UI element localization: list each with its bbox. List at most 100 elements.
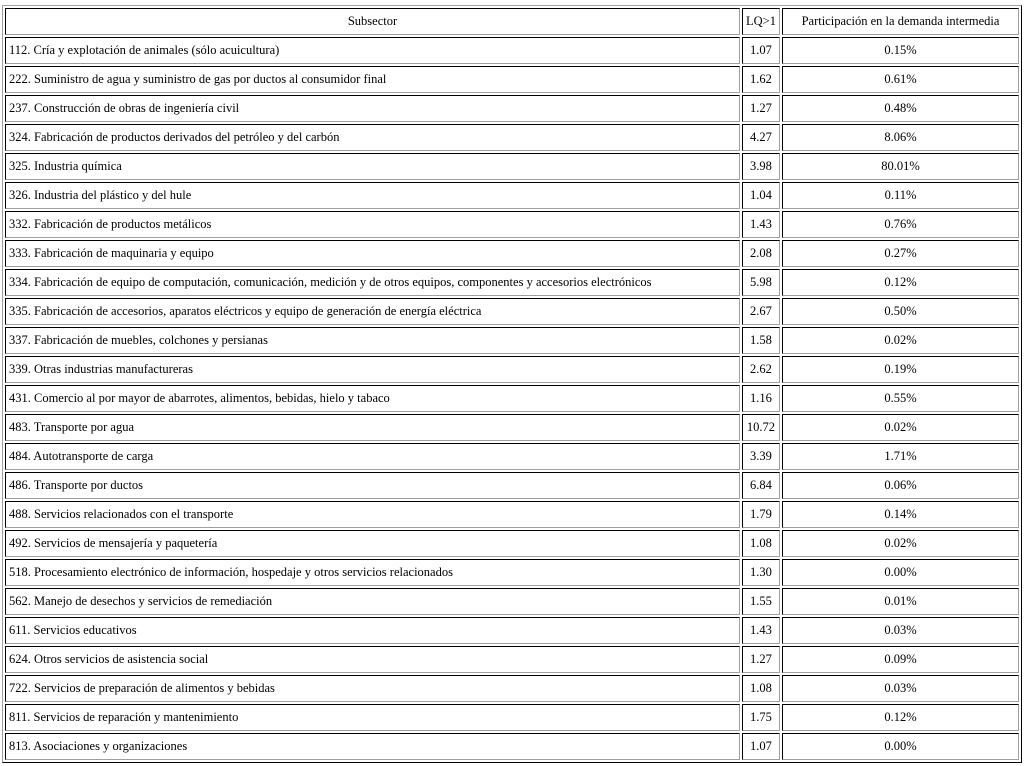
table-row: 326. Industria del plástico y del hule 1.… (5, 182, 1019, 209)
participacion-cell: 80.01% (781, 153, 1019, 180)
subsector-cell: 333. Fabricación de maquinaria y equipo (5, 240, 740, 267)
table-row: 611. Servicios educativos 1.43 0.03% (5, 617, 1019, 644)
table-row: 431. Comercio al por mayor de abarrotes,… (5, 385, 1019, 412)
lq-cell: 10.72 (742, 414, 780, 441)
subsector-cell: 484. Autotransporte de carga (5, 443, 740, 470)
participacion-cell: 0.03% (781, 617, 1019, 644)
subsector-cell: 326. Industria del plástico y del hule (5, 182, 740, 209)
participacion-cell: 0.55% (781, 385, 1019, 412)
lq-cell: 5.98 (742, 269, 780, 296)
table-row: 222. Suministro de agua y suministro de … (5, 66, 1019, 93)
lq-cell: 2.67 (742, 298, 780, 325)
table-row: 484. Autotransporte de carga 3.39 1.71% (5, 443, 1019, 470)
table-row: 813. Asociaciones y organizaciones 1.07 0.… (5, 733, 1019, 760)
subsector-cell: 334. Fabricación de equipo de computació… (5, 269, 740, 296)
lq-cell: 2.08 (742, 240, 780, 267)
participacion-cell: 0.12% (781, 269, 1019, 296)
lq-cell: 1.08 (742, 530, 780, 557)
subsector-cell: 112. Cría y explotación de animales (sól… (5, 37, 740, 64)
lq-cell: 1.04 (742, 182, 780, 209)
lq-cell: 4.27 (742, 124, 780, 151)
lq-cell: 1.43 (742, 617, 780, 644)
table-row: 335. Fabricación de accesorios, aparatos… (5, 298, 1019, 325)
participacion-cell: 0.06% (781, 472, 1019, 499)
lq-cell: 1.08 (742, 675, 780, 702)
table-row: 488. Servicios relacionados con el trans… (5, 501, 1019, 528)
subsector-cell: 813. Asociaciones y organizaciones (5, 733, 740, 760)
participacion-cell: 0.00% (781, 559, 1019, 586)
header-subsector: Subsector (5, 8, 740, 35)
participacion-cell: 0.14% (781, 501, 1019, 528)
subsector-cell: 337. Fabricación de muebles, colchones y… (5, 327, 740, 354)
lq-cell: 1.62 (742, 66, 780, 93)
table-row: 518. Procesamiento electrónico de inform… (5, 559, 1019, 586)
subsector-cell: 324. Fabricación de productos derivados … (5, 124, 740, 151)
participacion-cell: 0.09% (781, 646, 1019, 673)
lq-cell: 1.55 (742, 588, 780, 615)
table-row: 324. Fabricación de productos derivados … (5, 124, 1019, 151)
subsector-cell: 488. Servicios relacionados con el trans… (5, 501, 740, 528)
participacion-cell: 0.02% (781, 414, 1019, 441)
subsector-cell: 486. Transporte por ductos (5, 472, 740, 499)
table-row: 334. Fabricación de equipo de computació… (5, 269, 1019, 296)
participacion-cell: 0.03% (781, 675, 1019, 702)
participacion-cell: 0.19% (781, 356, 1019, 383)
participacion-cell: 0.27% (781, 240, 1019, 267)
lq-cell: 1.75 (742, 704, 780, 731)
participacion-cell: 0.01% (781, 588, 1019, 615)
subsector-cell: 325. Industria química (5, 153, 740, 180)
subsector-cell: 611. Servicios educativos (5, 617, 740, 644)
subsector-cell: 431. Comercio al por mayor de abarrotes,… (5, 385, 740, 412)
participacion-cell: 0.00% (781, 733, 1019, 760)
table-row: 325. Industria química 3.98 80.01% (5, 153, 1019, 180)
participacion-cell: 0.11% (781, 182, 1019, 209)
lq-cell: 1.58 (742, 327, 780, 354)
lq-cell: 1.27 (742, 646, 780, 673)
table-row: 112. Cría y explotación de animales (sól… (5, 37, 1019, 64)
subsector-cell: 562. Manejo de desechos y servicios de r… (5, 588, 740, 615)
subsector-cell: 237. Construcción de obras de ingeniería… (5, 95, 740, 122)
participacion-cell: 0.48% (781, 95, 1019, 122)
subsector-cell: 483. Transporte por agua (5, 414, 740, 441)
subsector-table: Subsector LQ>1 Participación en la deman… (2, 5, 1022, 763)
table-row: 811. Servicios de reparación y mantenimi… (5, 704, 1019, 731)
lq-cell: 1.07 (742, 37, 780, 64)
subsector-cell: 222. Suministro de agua y suministro de … (5, 66, 740, 93)
table-row: 333. Fabricación de maquinaria y equipo 2… (5, 240, 1019, 267)
table-row: 483. Transporte por agua 10.72 0.02% (5, 414, 1019, 441)
lq-cell: 3.39 (742, 443, 780, 470)
participacion-cell: 0.02% (781, 530, 1019, 557)
lq-cell: 6.84 (742, 472, 780, 499)
table-row: 492. Servicios de mensajería y paqueterí… (5, 530, 1019, 557)
subsector-cell: 332. Fabricación de productos metálicos (5, 211, 740, 238)
lq-cell: 1.79 (742, 501, 780, 528)
header-participacion: Participación en la demanda intermedia (781, 8, 1019, 35)
table-row: 332. Fabricación de productos metálicos 1… (5, 211, 1019, 238)
table-row: 486. Transporte por ductos 6.84 0.06% (5, 472, 1019, 499)
subsector-cell: 518. Procesamiento electrónico de inform… (5, 559, 740, 586)
lq-cell: 1.16 (742, 385, 780, 412)
table-row: 337. Fabricación de muebles, colchones y… (5, 327, 1019, 354)
lq-cell: 1.07 (742, 733, 780, 760)
participacion-cell: 0.12% (781, 704, 1019, 731)
participacion-cell: 0.15% (781, 37, 1019, 64)
subsector-cell: 624. Otros servicios de asistencia socia… (5, 646, 740, 673)
table-row: 722. Servicios de preparación de aliment… (5, 675, 1019, 702)
table-row: 237. Construcción de obras de ingeniería… (5, 95, 1019, 122)
header-lq: LQ>1 (742, 8, 780, 35)
table-row: 624. Otros servicios de asistencia socia… (5, 646, 1019, 673)
lq-cell: 3.98 (742, 153, 780, 180)
subsector-cell: 492. Servicios de mensajería y paqueterí… (5, 530, 740, 557)
participacion-cell: 0.50% (781, 298, 1019, 325)
subsector-cell: 339. Otras industrias manufactureras (5, 356, 740, 383)
lq-cell: 2.62 (742, 356, 780, 383)
lq-cell: 1.27 (742, 95, 780, 122)
lq-cell: 1.30 (742, 559, 780, 586)
subsector-cell: 335. Fabricación de accesorios, aparatos… (5, 298, 740, 325)
subsector-cell: 811. Servicios de reparación y mantenimi… (5, 704, 740, 731)
header-row: Subsector LQ>1 Participación en la deman… (5, 8, 1019, 35)
participacion-cell: 0.02% (781, 327, 1019, 354)
table-row: 562. Manejo de desechos y servicios de r… (5, 588, 1019, 615)
table-row: 339. Otras industrias manufactureras 2.62… (5, 356, 1019, 383)
participacion-cell: 0.76% (781, 211, 1019, 238)
